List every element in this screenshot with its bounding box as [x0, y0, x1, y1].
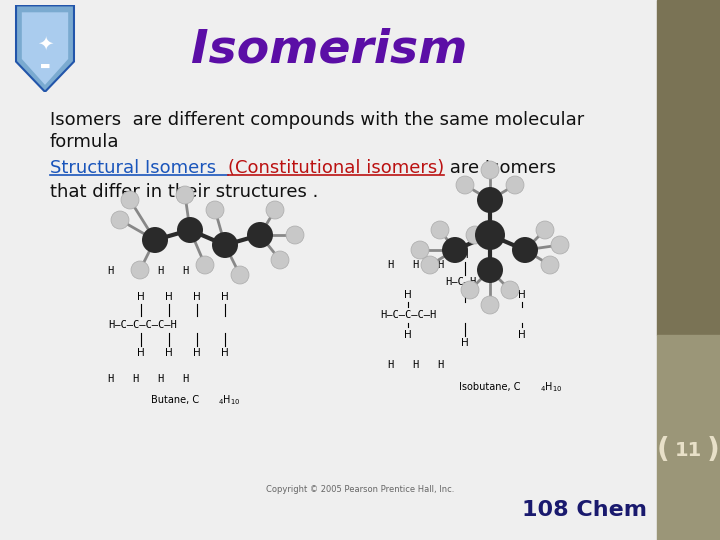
- Circle shape: [541, 256, 559, 274]
- Text: H: H: [221, 348, 229, 358]
- Text: H—C—C—C—C—H: H—C—C—C—C—H: [108, 320, 176, 330]
- Circle shape: [551, 236, 569, 254]
- Text: H   H   H   H: H H H H: [108, 374, 189, 384]
- Circle shape: [121, 191, 139, 209]
- Text: 108 Chem: 108 Chem: [522, 500, 647, 520]
- Text: H: H: [404, 330, 412, 340]
- Text: H   H   H: H H H: [388, 260, 444, 270]
- Text: ✦: ✦: [37, 35, 53, 54]
- Circle shape: [481, 161, 499, 179]
- Text: Isomers  are different compounds with the same molecular: Isomers are different compounds with the…: [50, 111, 584, 129]
- Circle shape: [411, 241, 429, 259]
- Circle shape: [506, 176, 524, 194]
- Bar: [657, 335, 720, 540]
- Circle shape: [536, 221, 554, 239]
- Circle shape: [111, 211, 129, 229]
- PathPatch shape: [22, 12, 68, 85]
- Text: H   H   H   H: H H H H: [108, 266, 189, 276]
- Circle shape: [431, 221, 449, 239]
- Circle shape: [477, 257, 503, 283]
- Circle shape: [266, 201, 284, 219]
- Text: H: H: [193, 348, 201, 358]
- Circle shape: [286, 226, 304, 244]
- Circle shape: [142, 227, 168, 253]
- Circle shape: [131, 261, 149, 279]
- Circle shape: [477, 187, 503, 213]
- Circle shape: [456, 176, 474, 194]
- Text: H—C—C—C—H: H—C—C—C—H: [380, 310, 436, 320]
- Circle shape: [176, 186, 194, 204]
- Text: Butane, C: Butane, C: [151, 395, 199, 405]
- Text: Isobutane, C: Isobutane, C: [459, 382, 521, 392]
- Text: Structural Isomers: Structural Isomers: [50, 159, 228, 177]
- Circle shape: [206, 201, 224, 219]
- Circle shape: [231, 266, 249, 284]
- Text: $_4$H$_{10}$: $_4$H$_{10}$: [218, 393, 240, 407]
- Bar: [657, 0, 720, 335]
- Circle shape: [466, 226, 484, 244]
- Text: formula: formula: [50, 133, 120, 151]
- Text: ): ): [706, 436, 719, 464]
- Text: are Isomers: are Isomers: [444, 159, 556, 177]
- Text: $_4$H$_{10}$: $_4$H$_{10}$: [540, 380, 562, 394]
- Circle shape: [421, 256, 439, 274]
- Circle shape: [177, 217, 203, 243]
- Text: H: H: [518, 290, 526, 300]
- Text: H: H: [137, 348, 145, 358]
- FancyBboxPatch shape: [661, 425, 715, 475]
- Text: H—C—H: H—C—H: [445, 277, 476, 287]
- Text: H: H: [165, 292, 173, 302]
- Circle shape: [461, 281, 479, 299]
- Text: ▬: ▬: [40, 61, 50, 71]
- Text: H: H: [518, 330, 526, 340]
- Text: H: H: [193, 292, 201, 302]
- Text: (Constitutional isomers): (Constitutional isomers): [228, 159, 444, 177]
- Text: H: H: [461, 250, 469, 260]
- Circle shape: [212, 232, 238, 258]
- Text: Copyright © 2005 Pearson Prentice Hall, Inc.: Copyright © 2005 Pearson Prentice Hall, …: [266, 485, 454, 495]
- Text: H: H: [461, 338, 469, 348]
- Text: that differ in their structures .: that differ in their structures .: [50, 183, 318, 201]
- Circle shape: [481, 296, 499, 314]
- PathPatch shape: [16, 5, 74, 92]
- Text: H: H: [404, 290, 412, 300]
- Text: 11: 11: [675, 441, 701, 460]
- Circle shape: [475, 220, 505, 250]
- Circle shape: [196, 256, 214, 274]
- Text: Isomerism: Isomerism: [191, 28, 467, 72]
- Circle shape: [501, 281, 519, 299]
- Text: H: H: [221, 292, 229, 302]
- Circle shape: [512, 237, 538, 263]
- Circle shape: [442, 237, 468, 263]
- Text: (: (: [657, 436, 670, 464]
- Circle shape: [247, 222, 273, 248]
- Circle shape: [271, 251, 289, 269]
- Text: H: H: [165, 348, 173, 358]
- Text: H: H: [137, 292, 145, 302]
- Text: H   H   H: H H H: [388, 360, 444, 370]
